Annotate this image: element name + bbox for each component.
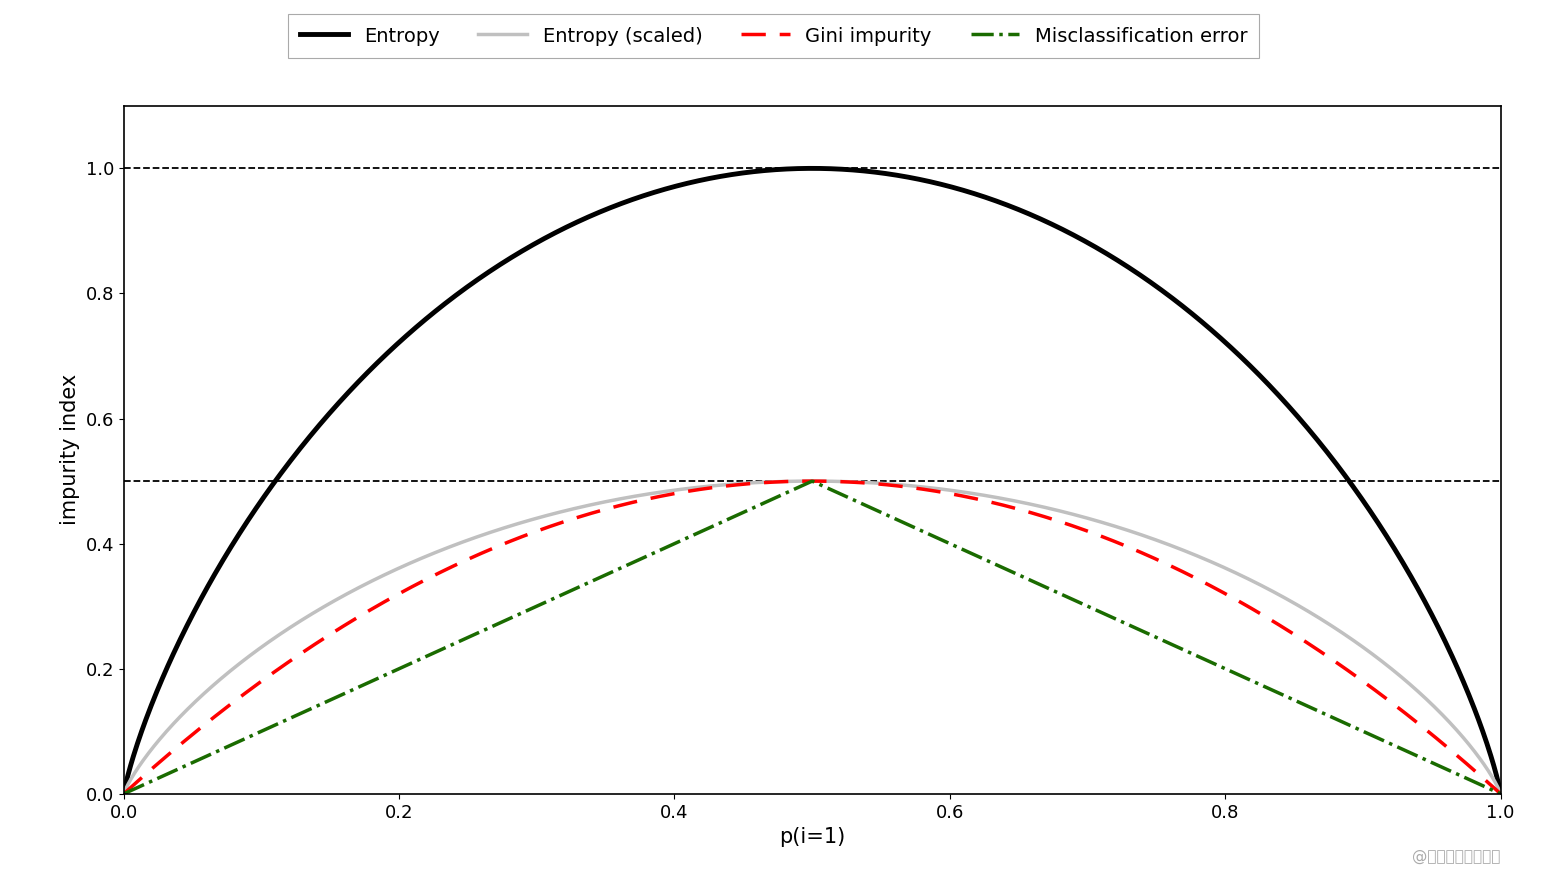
Gini impurity bbox=[114, 789, 133, 799]
Misclassification error bbox=[1190, 652, 1208, 662]
Misclassification error bbox=[721, 513, 739, 524]
Entropy (scaled) bbox=[1214, 562, 1233, 572]
Line: Entropy (scaled): Entropy (scaled) bbox=[124, 481, 1501, 794]
Entropy (scaled) bbox=[721, 479, 739, 490]
Entropy bbox=[1491, 789, 1510, 799]
Line: Gini impurity: Gini impurity bbox=[124, 481, 1501, 794]
Entropy bbox=[803, 163, 821, 174]
Entropy (scaled) bbox=[803, 475, 821, 486]
X-axis label: p(i=1): p(i=1) bbox=[780, 827, 845, 847]
Text: @稻土掘金技术社区: @稻土掘金技术社区 bbox=[1412, 849, 1501, 864]
Gini impurity bbox=[1214, 587, 1233, 598]
Misclassification error bbox=[1061, 594, 1080, 604]
Line: Misclassification error: Misclassification error bbox=[124, 482, 1501, 794]
Misclassification error bbox=[255, 725, 274, 736]
Entropy (scaled) bbox=[114, 789, 133, 799]
Y-axis label: impurity index: impurity index bbox=[60, 374, 80, 526]
Misclassification error bbox=[1214, 662, 1233, 673]
Misclassification error bbox=[114, 789, 133, 799]
Line: Entropy: Entropy bbox=[124, 168, 1501, 794]
Entropy (scaled) bbox=[1491, 789, 1510, 799]
Entropy bbox=[114, 789, 133, 799]
Entropy bbox=[721, 169, 739, 180]
Misclassification error bbox=[803, 476, 821, 487]
Misclassification error bbox=[1491, 789, 1510, 799]
Entropy (scaled) bbox=[1061, 508, 1080, 519]
Misclassification error bbox=[671, 535, 690, 546]
Gini impurity bbox=[1491, 789, 1510, 799]
Entropy (scaled) bbox=[255, 639, 274, 650]
Gini impurity bbox=[255, 674, 274, 684]
Entropy (scaled) bbox=[1190, 551, 1208, 562]
Gini impurity bbox=[1190, 574, 1208, 585]
Entropy bbox=[1214, 335, 1233, 346]
Entropy bbox=[1061, 228, 1080, 239]
Gini impurity bbox=[803, 475, 821, 486]
Gini impurity bbox=[671, 487, 690, 497]
Entropy bbox=[255, 491, 274, 502]
Entropy bbox=[1190, 314, 1208, 325]
Gini impurity bbox=[721, 480, 739, 490]
Legend: Entropy, Entropy (scaled), Gini impurity, Misclassification error: Entropy, Entropy (scaled), Gini impurity… bbox=[288, 14, 1259, 58]
Entropy (scaled) bbox=[671, 484, 690, 495]
Gini impurity bbox=[1061, 519, 1080, 530]
Entropy bbox=[671, 180, 690, 191]
